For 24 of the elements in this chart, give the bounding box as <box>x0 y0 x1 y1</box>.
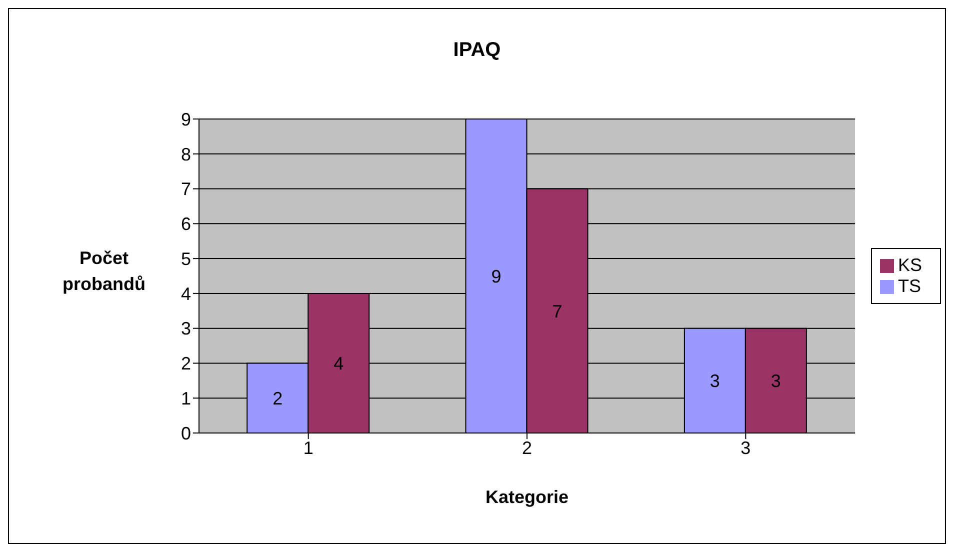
data-label: 3 <box>710 371 720 392</box>
data-label: 4 <box>334 354 344 374</box>
x-tick-label: 2 <box>522 438 532 458</box>
y-axis-title: Počet probandů <box>62 248 146 294</box>
data-label: 3 <box>770 371 781 392</box>
x-tick-label: 1 <box>303 438 314 458</box>
y-tick-label: 2 <box>180 354 191 374</box>
data-label: 7 <box>552 301 562 322</box>
y-tick-label: 0 <box>180 423 191 444</box>
x-tick-label: 3 <box>740 438 751 458</box>
y-tick-label: 6 <box>180 214 191 234</box>
y-tick-label: 9 <box>180 109 191 130</box>
y-tick-label: 7 <box>180 179 191 200</box>
y-tick-label: 5 <box>180 248 191 269</box>
data-label: 2 <box>272 388 283 408</box>
chart-title: IPAQ <box>452 39 502 62</box>
x-axis-title: Kategorie <box>485 487 569 507</box>
legend-label: KS <box>898 255 922 275</box>
legend-label: TS <box>898 276 921 296</box>
y-tick-label: 4 <box>180 284 191 304</box>
data-label: 9 <box>491 266 502 286</box>
y-tick-label: 8 <box>180 144 191 164</box>
y-tick-label: 1 <box>180 388 191 408</box>
y-tick-label: 3 <box>180 318 191 339</box>
